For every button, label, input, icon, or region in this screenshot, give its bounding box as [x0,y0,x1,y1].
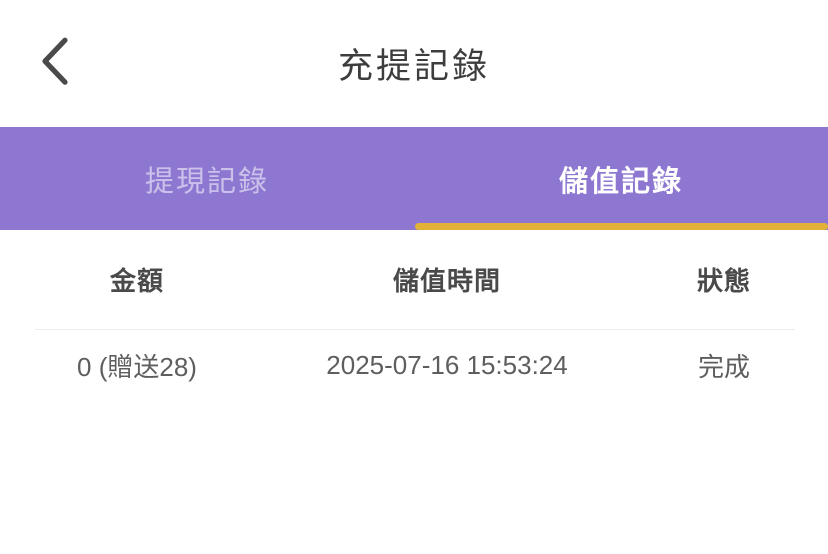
cell-amount: 0 (贈送28) [77,351,197,382]
records-table: 金額 儲值時間 狀態 0 (贈送28) 2025-07-16 15:53:24 … [0,230,828,400]
active-tab-indicator [415,223,828,230]
app-header: 充提記錄 [0,0,828,127]
col-header-amount: 金額 [109,266,164,296]
col-header-time: 儲值時間 [392,266,501,296]
col-header-status: 狀態 [696,266,751,296]
cell-status: 完成 [697,351,750,382]
tab-withdraw-label: 提現記錄 [144,165,269,198]
table-row: 0 (贈送28) 2025-07-16 15:53:24 完成 [0,330,828,400]
cell-time: 2025-07-16 15:53:24 [326,349,568,380]
header-divider [35,329,795,330]
tab-deposit-label: 儲值記錄 [558,165,683,198]
tab-withdraw-records[interactable]: 提現記錄 [0,127,414,230]
tab-deposit-records[interactable]: 儲值記錄 [414,127,828,230]
page-title: 充提記錄 [337,47,490,86]
back-button[interactable] [32,33,76,89]
chevron-left-icon [42,37,68,85]
table-header-row: 金額 儲值時間 狀態 [0,230,828,329]
tab-bar: 提現記錄 儲值記錄 [0,127,828,230]
